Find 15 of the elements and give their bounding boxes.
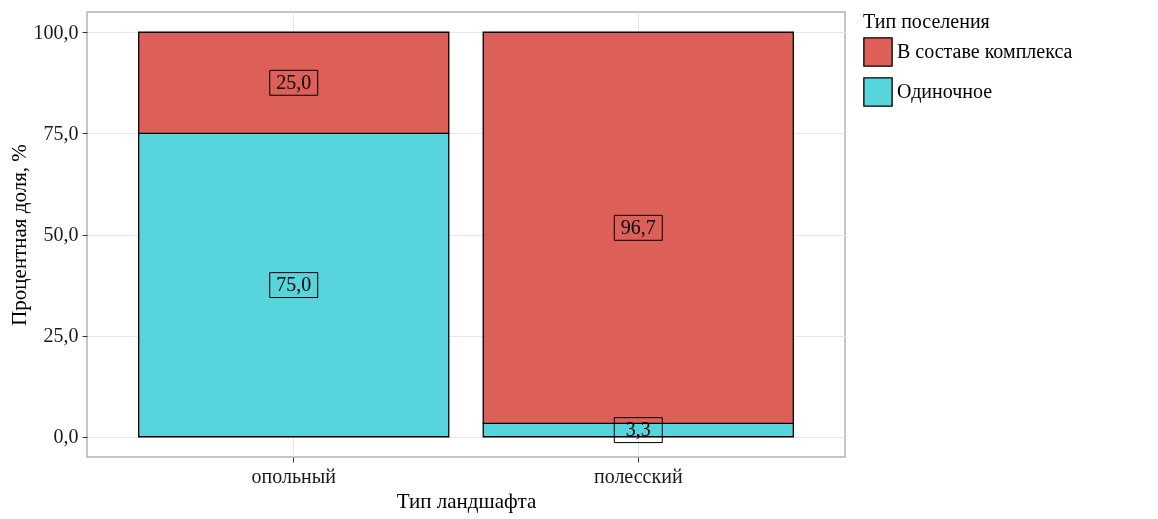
x-axis-title: Тип ландшафта	[396, 488, 537, 513]
legend-label: В составе комплекса	[897, 40, 1073, 62]
x-tick-label: полесский	[593, 464, 683, 487]
y-tick-label: 0,0	[53, 425, 79, 448]
y-tick-label: 100,0	[33, 20, 79, 43]
data-label: 96,7	[620, 215, 656, 238]
y-axis-title: Процентная доля, %	[6, 144, 31, 326]
data-label: 25,0	[276, 70, 312, 93]
y-tick-label: 75,0	[43, 121, 79, 144]
y-tick-label: 25,0	[43, 324, 79, 347]
legend-title: Тип поселения	[863, 10, 990, 32]
y-tick-label: 50,0	[43, 223, 79, 245]
legend-label: Одиночное	[897, 80, 993, 103]
x-tick-label: опольный	[251, 464, 337, 487]
data-label: 75,0	[276, 273, 312, 296]
